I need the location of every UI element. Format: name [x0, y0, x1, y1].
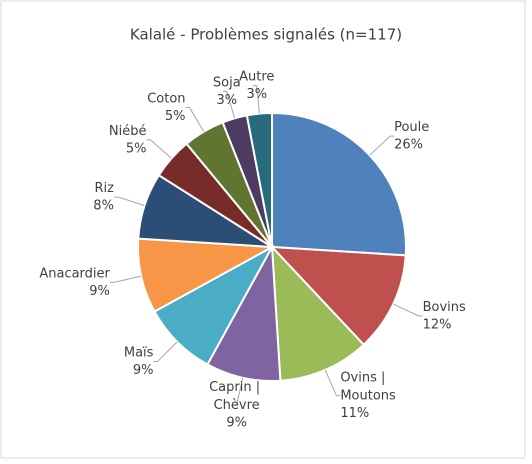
- value-label: 5%: [165, 109, 186, 124]
- value-label: 8%: [93, 198, 114, 213]
- pie-slice: [245, 111, 273, 248]
- category-label: Ovins | Moutons: [340, 370, 396, 403]
- value-label: 12%: [423, 317, 452, 332]
- leader-line: [146, 139, 172, 159]
- category-label: Soja: [213, 75, 241, 90]
- chart-title: Kalalé - Problèmes signalés (n=117): [130, 26, 402, 44]
- category-label: Autre: [239, 69, 274, 84]
- pie-slice: [271, 111, 407, 257]
- category-label: Maïs: [124, 345, 154, 360]
- category-label: Poule: [394, 120, 429, 135]
- leader-line: [252, 85, 260, 114]
- leader-line: [113, 196, 145, 207]
- value-label: 5%: [126, 141, 147, 156]
- leader-line: [185, 107, 205, 132]
- value-label: 3%: [246, 87, 267, 102]
- value-label: 9%: [89, 284, 110, 299]
- value-label: 3%: [216, 93, 237, 108]
- leader-line: [109, 275, 142, 283]
- value-label: 26%: [394, 138, 423, 153]
- leader-line: [222, 90, 236, 119]
- value-label: 9%: [226, 416, 247, 431]
- leader-line: [153, 341, 178, 363]
- category-label: Bovins: [423, 299, 466, 314]
- category-label: Niébé: [109, 123, 147, 138]
- category-label: Coton: [147, 91, 185, 106]
- value-label: 9%: [133, 363, 154, 378]
- pie-slice: [269, 245, 407, 347]
- leader-line: [369, 135, 395, 156]
- category-label: Anacardier: [39, 266, 110, 281]
- category-label: Riz: [94, 180, 114, 195]
- value-label: 11%: [340, 406, 369, 421]
- leader-line: [232, 377, 244, 406]
- leader-line: [324, 369, 341, 397]
- category-label: Caprin | Chèvre: [209, 380, 264, 413]
- leader-line: [393, 303, 423, 317]
